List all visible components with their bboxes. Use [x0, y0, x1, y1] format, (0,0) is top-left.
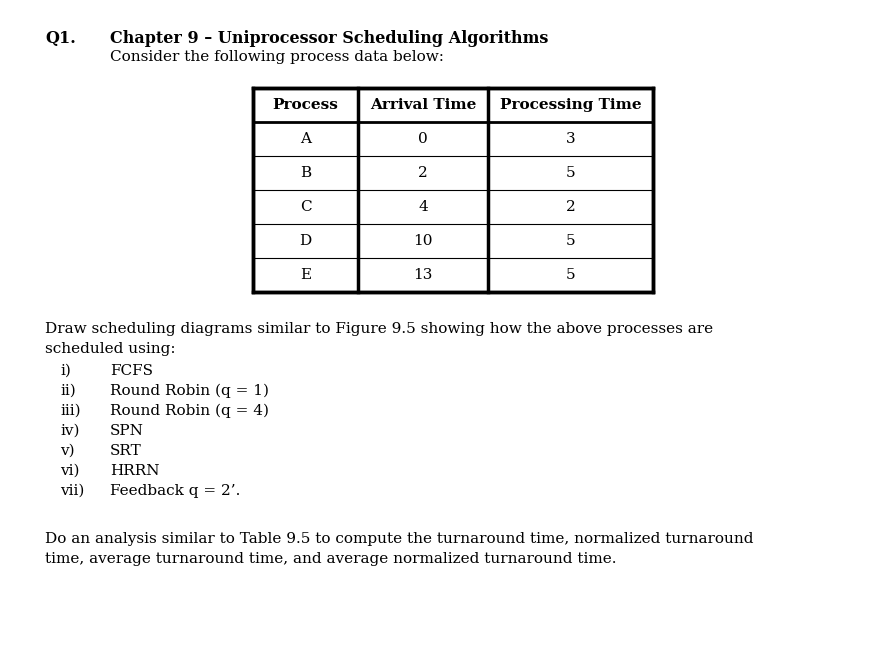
Text: 3: 3	[565, 132, 575, 146]
Text: scheduled using:: scheduled using:	[45, 342, 176, 356]
Text: 13: 13	[413, 268, 433, 282]
Text: v): v)	[60, 444, 75, 458]
Text: E: E	[300, 268, 311, 282]
Text: Process: Process	[273, 98, 339, 112]
Text: Feedback q = 2’.: Feedback q = 2’.	[110, 484, 240, 498]
Text: 4: 4	[418, 200, 428, 214]
Text: time, average turnaround time, and average normalized turnaround time.: time, average turnaround time, and avera…	[45, 552, 616, 566]
Text: iv): iv)	[60, 424, 79, 438]
Text: SRT: SRT	[110, 444, 141, 458]
Text: Round Robin (q = 1): Round Robin (q = 1)	[110, 384, 269, 398]
Text: ii): ii)	[60, 384, 76, 398]
Text: SPN: SPN	[110, 424, 144, 438]
Text: D: D	[300, 234, 312, 248]
Text: Processing Time: Processing Time	[500, 98, 641, 112]
Text: Draw scheduling diagrams similar to Figure 9.5 showing how the above processes a: Draw scheduling diagrams similar to Figu…	[45, 322, 713, 336]
Text: HRRN: HRRN	[110, 464, 159, 478]
Text: 0: 0	[418, 132, 428, 146]
Text: Arrival Time: Arrival Time	[370, 98, 477, 112]
Text: vii): vii)	[60, 484, 84, 498]
Text: FCFS: FCFS	[110, 364, 153, 378]
Text: iii): iii)	[60, 404, 81, 418]
Text: Chapter 9 – Uniprocessor Scheduling Algorithms: Chapter 9 – Uniprocessor Scheduling Algo…	[110, 30, 549, 47]
Text: Q1.: Q1.	[45, 30, 76, 47]
Text: C: C	[300, 200, 311, 214]
Text: Do an analysis similar to Table 9.5 to compute the turnaround time, normalized t: Do an analysis similar to Table 9.5 to c…	[45, 532, 754, 546]
Bar	[253, 88, 653, 292]
Text: i): i)	[60, 364, 71, 378]
Text: 5: 5	[565, 234, 575, 248]
Text: 5: 5	[565, 268, 575, 282]
Text: 10: 10	[413, 234, 433, 248]
Text: vi): vi)	[60, 464, 79, 478]
Text: 2: 2	[418, 166, 428, 180]
Text: Round Robin (q = 4): Round Robin (q = 4)	[110, 404, 269, 419]
Text: B: B	[300, 166, 311, 180]
Text: A: A	[300, 132, 311, 146]
Text: 2: 2	[565, 200, 575, 214]
Text: 5: 5	[565, 166, 575, 180]
Text: Consider the following process data below:: Consider the following process data belo…	[110, 50, 444, 64]
